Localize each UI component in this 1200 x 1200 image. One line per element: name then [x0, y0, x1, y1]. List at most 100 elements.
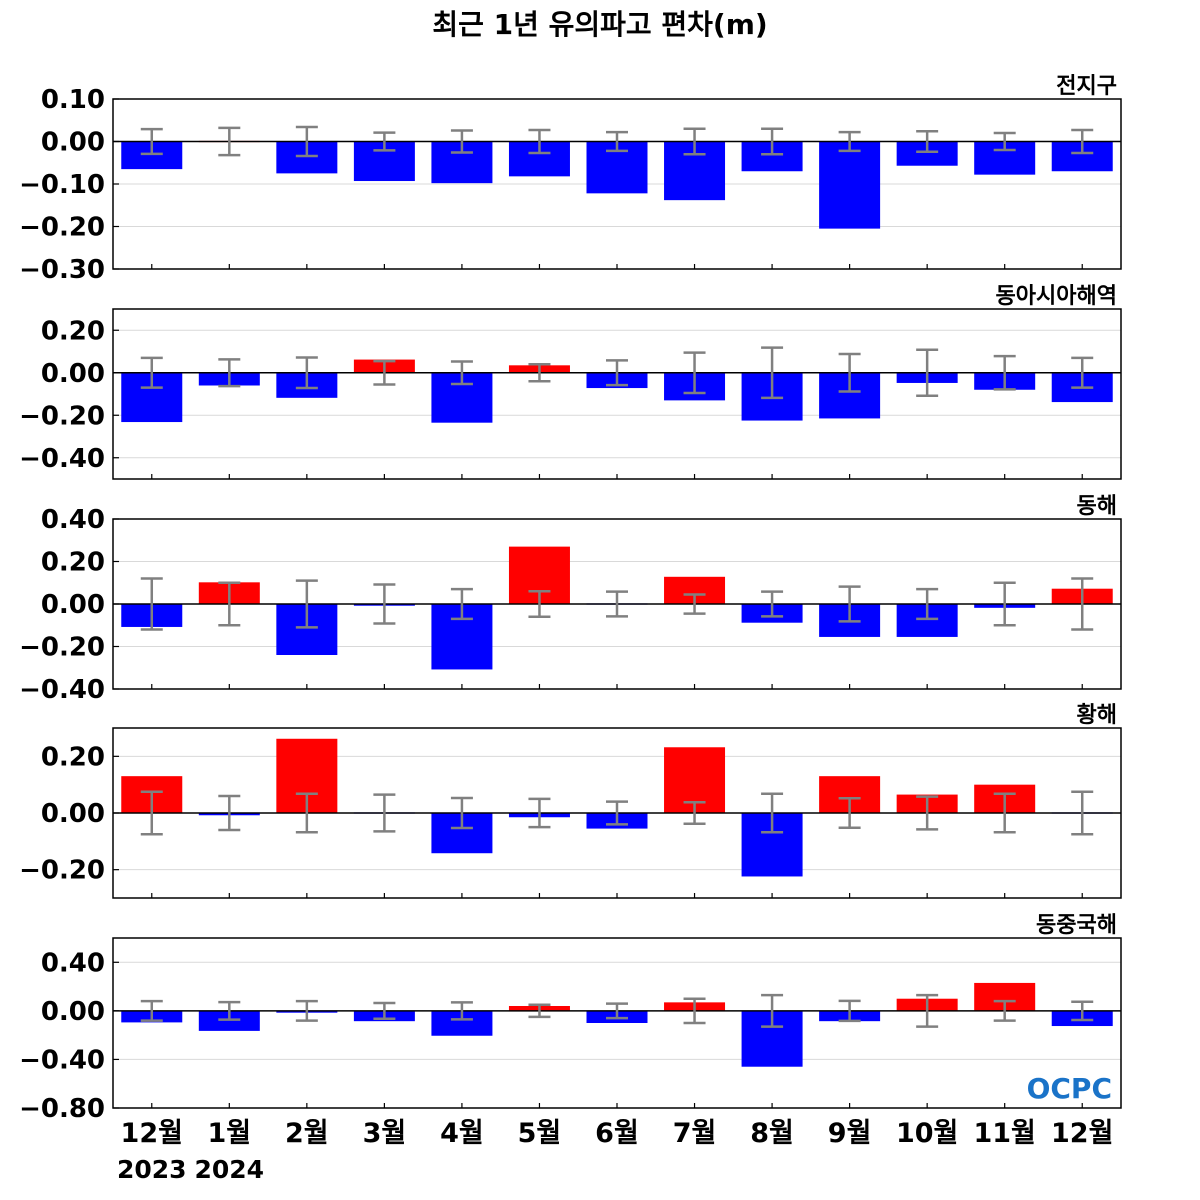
- x-tick-label: 4월: [440, 1118, 484, 1149]
- y-tick-label: 0.00: [41, 799, 105, 829]
- error-bar-10: [916, 348, 939, 397]
- error-bar-7: [683, 997, 706, 1025]
- error-bar-2: [295, 792, 318, 834]
- error-bar-3: [373, 131, 396, 152]
- y-tick-label: −0.30: [19, 255, 105, 285]
- error-bar-4: [450, 796, 473, 830]
- error-bar-1: [218, 1000, 241, 1021]
- ocpc-logo: OCPC: [1027, 1072, 1112, 1105]
- panels: 전지구 −0.30 −0.20 −0.10 0.00 0.10 동아시아해역 −0.40 −0.…: [19, 74, 1122, 1124]
- x-tick-label: 3월: [363, 1118, 407, 1149]
- error-bar-0: [140, 577, 163, 631]
- x-tick-label: 10월: [896, 1118, 958, 1149]
- x-tick-label: 8월: [750, 1118, 794, 1149]
- error-bar-7: [683, 127, 706, 156]
- error-bar-6: [606, 130, 628, 153]
- error-bar-5: [528, 797, 551, 829]
- panel-3: 황해 −0.20 0.00 0.20: [19, 703, 1122, 899]
- panel-label: 동아시아해역: [996, 284, 1117, 309]
- error-bar-6: [606, 590, 628, 618]
- panel-1: 동아시아해역 −0.40 −0.20 0.00 0.20: [19, 284, 1122, 480]
- x-tick-label: 1월: [207, 1118, 251, 1149]
- error-bar-3: [373, 1001, 396, 1020]
- x-tick-label: 2월: [285, 1118, 329, 1149]
- error-bar-9: [838, 999, 861, 1023]
- error-bar-6: [606, 800, 628, 826]
- panel-frame: [112, 308, 1122, 480]
- y-tick-label: 0.20: [41, 316, 105, 346]
- error-bar-0: [140, 790, 163, 836]
- panel-label: 전지구: [1056, 74, 1117, 99]
- error-bar-7: [683, 800, 706, 826]
- panel-4: 동중국해 −0.80 −0.40 0.00 0.40: [19, 913, 1122, 1124]
- x-tick-label: 12월: [1051, 1118, 1113, 1149]
- error-bar-2: [295, 999, 318, 1022]
- x-tick-label: 7월: [673, 1118, 717, 1149]
- error-bar-9: [838, 352, 861, 393]
- error-bar-9: [838, 797, 861, 829]
- error-bar-1: [218, 126, 241, 157]
- error-bar-11: [993, 354, 1016, 391]
- error-bar-5: [528, 1003, 551, 1019]
- chart-title: 최근 1년 유의파고 편차(m): [432, 8, 767, 41]
- x-tick-label: 11월: [973, 1118, 1035, 1149]
- x-tick-label: 5월: [518, 1118, 562, 1149]
- error-bar-11: [993, 792, 1016, 834]
- error-bar-4: [450, 129, 473, 154]
- error-bar-4: [450, 1001, 473, 1021]
- error-bar-12: [1071, 790, 1094, 836]
- error-bar-8: [761, 993, 784, 1028]
- error-bar-10: [916, 587, 939, 621]
- error-bar-5: [528, 590, 551, 618]
- y-tick-label: −0.10: [19, 170, 105, 200]
- error-bar-7: [683, 351, 706, 395]
- y-tick-label: 0.00: [41, 359, 105, 389]
- y-tick-label: −0.20: [19, 856, 105, 886]
- y-tick-label: 0.20: [41, 548, 105, 578]
- error-bar-3: [373, 583, 396, 625]
- error-bar-9: [838, 130, 861, 153]
- error-bar-0: [140, 356, 163, 389]
- error-bar-2: [295, 579, 318, 629]
- y-tick-label: −0.20: [19, 633, 105, 663]
- error-bar-0: [140, 999, 163, 1022]
- error-bar-12: [1071, 577, 1094, 631]
- error-bar-9: [838, 585, 861, 623]
- error-bar-11: [993, 131, 1016, 152]
- error-bar-1: [218, 358, 241, 388]
- error-bar-5: [528, 128, 551, 155]
- error-bar-6: [606, 1002, 628, 1020]
- error-bar-10: [916, 130, 939, 153]
- error-bar-7: [683, 593, 706, 615]
- error-bar-5: [528, 363, 551, 383]
- error-bar-12: [1071, 1000, 1094, 1022]
- error-bar-8: [761, 127, 784, 156]
- y-tick-label: −0.40: [19, 1045, 105, 1075]
- y-tick-label: 0.20: [41, 742, 105, 772]
- error-bar-3: [373, 359, 396, 386]
- panel-label: 동해: [1077, 494, 1117, 519]
- error-bar-3: [373, 793, 396, 833]
- x-tick-label: 6월: [595, 1118, 639, 1149]
- error-bar-8: [761, 590, 784, 618]
- error-bar-11: [993, 999, 1016, 1022]
- y-tick-label: −0.20: [19, 213, 105, 243]
- error-bar-8: [761, 346, 784, 400]
- panel-0: 전지구 −0.30 −0.20 −0.10 0.00 0.10: [19, 74, 1122, 285]
- error-bar-1: [218, 581, 241, 627]
- error-bar-11: [993, 581, 1016, 627]
- error-bar-10: [916, 993, 939, 1028]
- y-tick-label: 0.40: [41, 505, 105, 535]
- error-bar-0: [140, 127, 163, 156]
- bar-동중국해-1: [198, 1010, 260, 1031]
- y-tick-label: 0.00: [41, 590, 105, 620]
- error-bar-4: [450, 587, 473, 621]
- error-bar-4: [450, 360, 473, 386]
- y-tick-label: −0.40: [19, 675, 105, 705]
- error-bar-12: [1071, 356, 1094, 389]
- error-bar-6: [606, 359, 628, 387]
- y-tick-label: 0.00: [41, 997, 105, 1027]
- error-bar-8: [761, 792, 784, 834]
- error-bar-10: [916, 795, 939, 831]
- error-bar-2: [295, 356, 318, 390]
